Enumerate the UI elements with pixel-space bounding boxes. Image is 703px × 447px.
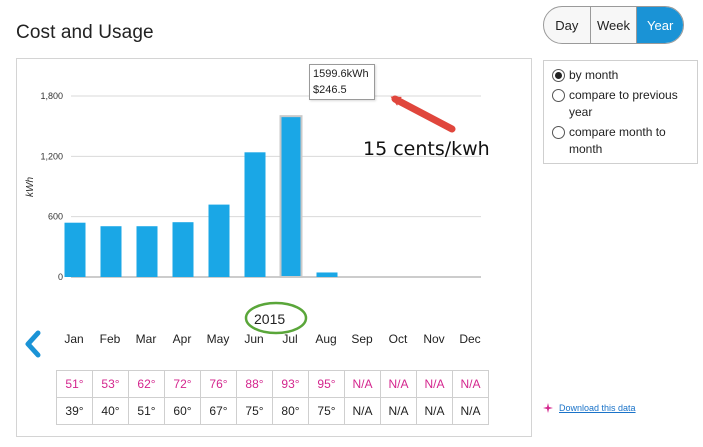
low-temp-cell: N/A xyxy=(452,397,489,425)
view-options-panel: by month compare to previous year compar… xyxy=(543,60,698,164)
high-temp-cell: 88° xyxy=(236,370,273,398)
usage-bar[interactable] xyxy=(172,222,194,277)
y-tick-label: 600 xyxy=(48,212,63,222)
year-toggle-button[interactable]: Year xyxy=(636,7,683,43)
download-label: Download this data xyxy=(559,403,636,413)
view-toggle: Day Week Year xyxy=(543,6,684,44)
month-label: May xyxy=(206,332,230,346)
radio-compare-previous-year[interactable] xyxy=(552,89,565,102)
tooltip-usage: 1599.6kWh xyxy=(313,68,369,80)
previous-year-button[interactable] xyxy=(22,329,46,359)
low-temp-cell: 60° xyxy=(164,397,201,425)
year-highlight-circle xyxy=(244,301,308,335)
month-label: Jan xyxy=(64,332,84,346)
low-temp-cell: N/A xyxy=(380,397,417,425)
usage-bar[interactable] xyxy=(100,226,122,277)
week-toggle-button[interactable]: Week xyxy=(589,7,637,43)
low-temp-cell: 51° xyxy=(128,397,165,425)
usage-chart: 1,800 1,200 600 0 kWh xyxy=(25,91,481,335)
y-tick-label: 0 xyxy=(58,272,63,282)
high-temp-cell: 53° xyxy=(92,370,129,398)
low-temp-cell: N/A xyxy=(344,397,381,425)
low-temp-cell: 40° xyxy=(92,397,129,425)
y-axis-label: kWh xyxy=(25,177,36,197)
page-title: Cost and Usage xyxy=(16,22,154,43)
high-temp-cell: 72° xyxy=(164,370,201,398)
month-label: Oct xyxy=(388,332,408,346)
low-temp-row: 39° 40° 51° 60° 67° 75° 80° 75° N/A N/A … xyxy=(56,397,489,425)
usage-bar[interactable] xyxy=(136,226,158,277)
option-by-month[interactable]: by month xyxy=(552,67,689,84)
month-label: Dec xyxy=(459,332,481,346)
high-temp-cell: N/A xyxy=(416,370,453,398)
usage-bar[interactable] xyxy=(316,272,338,277)
month-labels: Jan Feb Mar Apr May Jun Jul Aug Sep Oct … xyxy=(56,332,488,346)
month-label: Apr xyxy=(172,332,192,346)
annotation-note: 15 cents/kwh xyxy=(363,138,490,160)
plus-sparkle-icon xyxy=(543,403,553,413)
low-temp-cell: 75° xyxy=(236,397,273,425)
low-temp-cell: 39° xyxy=(56,397,93,425)
high-temp-cell: 76° xyxy=(200,370,237,398)
usage-tooltip: 1599.6kWh $246.5 xyxy=(309,64,375,100)
usage-bar[interactable] xyxy=(208,204,230,277)
y-tick-label: 1,800 xyxy=(40,91,63,101)
usage-bar[interactable] xyxy=(244,152,266,277)
high-temp-cell: N/A xyxy=(452,370,489,398)
low-temp-cell: N/A xyxy=(416,397,453,425)
high-temp-cell: 95° xyxy=(308,370,345,398)
month-label: Jul xyxy=(282,332,298,346)
high-temp-cell: N/A xyxy=(344,370,381,398)
day-toggle-button[interactable]: Day xyxy=(555,17,579,33)
option-compare-month-to-month[interactable]: compare month to month xyxy=(552,124,689,158)
high-temp-cell: 51° xyxy=(56,370,93,398)
low-temp-cell: 67° xyxy=(200,397,237,425)
temperature-table: 51° 53° 62° 72° 76° 88° 93° 95° N/A N/A … xyxy=(56,370,489,425)
usage-bar[interactable] xyxy=(279,115,303,278)
option-label: compare month to month xyxy=(569,125,666,156)
year-label: 2015 xyxy=(254,311,286,327)
option-label: by month xyxy=(569,68,619,82)
month-label: Nov xyxy=(423,332,445,346)
option-compare-previous-year[interactable]: compare to previous year xyxy=(552,87,689,121)
tooltip-cost: $246.5 xyxy=(313,84,347,96)
month-label: Mar xyxy=(135,332,157,346)
month-label: Feb xyxy=(99,332,121,346)
high-temp-cell: N/A xyxy=(380,370,417,398)
month-label: Sep xyxy=(351,332,373,346)
radio-by-month[interactable] xyxy=(552,69,565,82)
chevron-left-icon xyxy=(25,330,41,358)
low-temp-cell: 80° xyxy=(272,397,309,425)
y-tick-label: 1,200 xyxy=(40,151,63,161)
high-temp-row: 51° 53° 62° 72° 76° 88° 93° 95° N/A N/A … xyxy=(56,370,489,398)
low-temp-cell: 75° xyxy=(308,397,345,425)
download-data-link[interactable]: Download this data xyxy=(543,403,636,413)
option-label: compare to previous year xyxy=(569,88,678,119)
high-temp-cell: 62° xyxy=(128,370,165,398)
usage-bar[interactable] xyxy=(64,222,86,277)
high-temp-cell: 93° xyxy=(272,370,309,398)
month-label: Jun xyxy=(244,332,264,346)
radio-compare-month-to-month[interactable] xyxy=(552,126,565,139)
annotation-arrow xyxy=(390,95,456,133)
month-label: Aug xyxy=(315,332,337,346)
